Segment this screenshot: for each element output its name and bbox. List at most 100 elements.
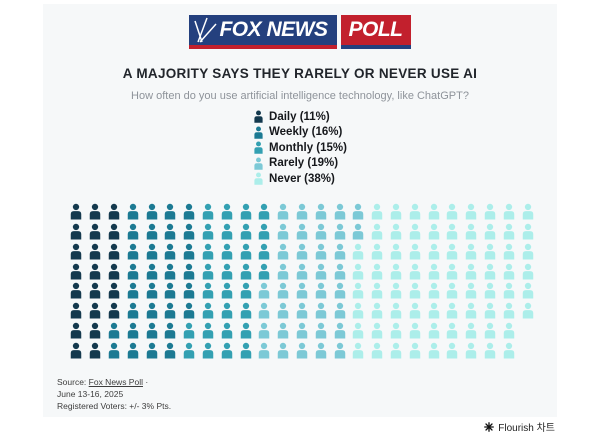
person-icon bbox=[127, 263, 139, 280]
person-icon bbox=[484, 302, 496, 319]
person-icon-cell bbox=[351, 322, 365, 339]
person-icon-cell bbox=[333, 243, 347, 260]
person-icon bbox=[390, 302, 402, 319]
person-icon-cell bbox=[220, 203, 234, 220]
person-icon bbox=[89, 204, 101, 220]
person-icon bbox=[71, 302, 82, 319]
person-icon-cell bbox=[163, 302, 177, 319]
person-icon bbox=[183, 204, 195, 220]
person-icon-cell bbox=[69, 263, 83, 280]
person-icon-cell bbox=[163, 263, 177, 280]
searchlight-icon bbox=[194, 17, 218, 43]
person-icon bbox=[353, 342, 364, 359]
person-icon bbox=[89, 283, 101, 299]
person-icon bbox=[371, 204, 383, 220]
person-icon bbox=[315, 322, 327, 339]
person-icon-cell bbox=[107, 342, 121, 359]
person-icon-cell bbox=[333, 302, 347, 319]
person-icon bbox=[277, 342, 289, 359]
person-icon-cell bbox=[314, 322, 328, 339]
person-icon-cell bbox=[276, 223, 290, 240]
person-icon-cell bbox=[389, 302, 403, 319]
person-icon-cell bbox=[333, 263, 347, 280]
person-icon bbox=[146, 322, 157, 339]
person-icon-cell bbox=[370, 282, 384, 299]
person-icon-cell bbox=[88, 302, 102, 319]
person-icon-cell bbox=[88, 203, 102, 220]
chart-title: A MAJORITY SAYS THEY RARELY OR NEVER USE… bbox=[122, 66, 478, 81]
person-icon-cell bbox=[521, 243, 535, 260]
person-icon-cell bbox=[163, 223, 177, 240]
person-icon bbox=[315, 283, 327, 299]
person-icon-cell bbox=[483, 322, 497, 339]
person-icon-cell bbox=[220, 342, 234, 359]
person-icon bbox=[409, 302, 421, 319]
person-icon bbox=[353, 302, 364, 319]
person-icon-cell bbox=[295, 342, 309, 359]
source-suffix: · bbox=[142, 377, 149, 387]
person-icon bbox=[334, 322, 345, 339]
person-icon bbox=[353, 263, 364, 280]
person-icon bbox=[465, 322, 477, 339]
person-icon bbox=[522, 204, 533, 220]
flourish-attribution[interactable]: Flourish 차트 bbox=[484, 419, 555, 434]
footer: Source: Fox News Poll · June 13-16, 2025… bbox=[57, 376, 171, 412]
person-icon bbox=[71, 223, 82, 240]
person-icon bbox=[484, 223, 496, 240]
person-icon bbox=[334, 243, 345, 260]
person-icon bbox=[447, 243, 458, 260]
person-icon-cell bbox=[502, 263, 516, 280]
person-icon bbox=[447, 204, 458, 220]
person-icon bbox=[428, 243, 439, 260]
person-icon-cell bbox=[408, 282, 422, 299]
person-icon bbox=[202, 302, 214, 319]
person-icon-cell bbox=[427, 243, 441, 260]
person-icon-cell bbox=[351, 282, 365, 299]
person-icon-cell bbox=[314, 223, 328, 240]
person-icon bbox=[108, 342, 120, 359]
pictogram-grid bbox=[67, 202, 537, 360]
person-icon bbox=[202, 204, 214, 220]
person-icon bbox=[202, 223, 214, 240]
person-icon-cell bbox=[201, 282, 215, 299]
person-icon-cell bbox=[88, 243, 102, 260]
person-icon-cell bbox=[445, 342, 459, 359]
person-icon-cell bbox=[201, 243, 215, 260]
legend: Daily (11%) Weekly (16%) Monthly (15%) Rare… bbox=[253, 109, 347, 187]
person-icon-cell bbox=[333, 282, 347, 299]
person-icon bbox=[296, 322, 308, 339]
person-icon bbox=[240, 243, 251, 260]
person-icon-cell bbox=[276, 203, 290, 220]
person-icon-cell bbox=[182, 302, 196, 319]
person-icon-cell bbox=[333, 342, 347, 359]
person-icon-cell bbox=[502, 342, 516, 359]
person-icon bbox=[146, 283, 157, 299]
person-icon bbox=[371, 342, 383, 359]
person-icon bbox=[254, 157, 263, 170]
person-icon bbox=[522, 283, 533, 299]
person-icon bbox=[409, 342, 421, 359]
person-icon-cell bbox=[408, 342, 422, 359]
person-icon-cell bbox=[88, 223, 102, 240]
person-icon-cell bbox=[351, 263, 365, 280]
person-icon-cell bbox=[502, 302, 516, 319]
person-icon bbox=[484, 243, 496, 260]
person-icon-cell bbox=[69, 223, 83, 240]
source-prefix: Source: bbox=[57, 377, 89, 387]
person-icon-cell bbox=[370, 322, 384, 339]
person-icon-cell bbox=[239, 322, 253, 339]
source-link[interactable]: Fox News Poll bbox=[88, 377, 143, 387]
person-icon bbox=[259, 204, 270, 220]
person-icon bbox=[503, 243, 515, 260]
person-icon bbox=[447, 342, 458, 359]
person-icon-cell bbox=[445, 282, 459, 299]
person-icon bbox=[390, 243, 402, 260]
person-icon bbox=[296, 263, 308, 280]
person-icon-cell bbox=[220, 322, 234, 339]
person-icon-cell bbox=[239, 282, 253, 299]
person-icon bbox=[409, 204, 421, 220]
person-icon-cell bbox=[464, 282, 478, 299]
person-icon bbox=[259, 302, 270, 319]
person-icon-cell bbox=[351, 203, 365, 220]
person-icon-cell bbox=[389, 243, 403, 260]
